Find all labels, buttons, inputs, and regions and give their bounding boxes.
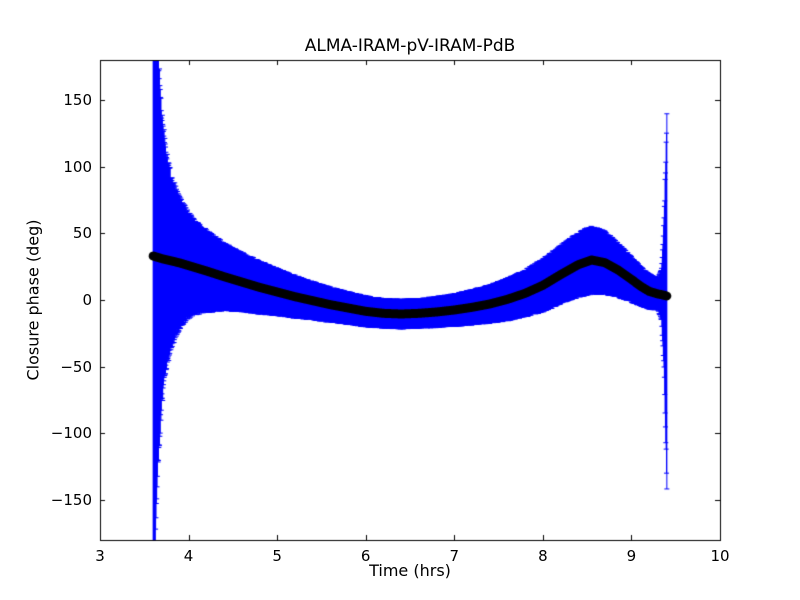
x-tick-label: 5 — [272, 547, 282, 565]
x-tick-label: 10 — [710, 547, 730, 565]
y-tick-label: 50 — [72, 224, 92, 243]
y-axis-label: Closure phase (deg) — [23, 219, 43, 381]
x-tick-label: 8 — [538, 547, 548, 565]
y-tick-label: −100 — [50, 424, 92, 443]
x-tick-label: 6 — [360, 547, 371, 565]
y-tick-label: 150 — [63, 91, 92, 109]
x-tick-label: 7 — [449, 547, 460, 565]
y-tick-label: −50 — [60, 357, 92, 376]
x-axis-label: Time (hrs) — [369, 561, 451, 580]
x-tick-label: 9 — [626, 547, 637, 565]
y-tick-label: 100 — [63, 157, 92, 176]
y-tick-label: 0 — [82, 291, 92, 309]
x-tick-label: 4 — [183, 547, 194, 565]
y-tick-label: −150 — [50, 491, 92, 509]
x-tick-label: 3 — [95, 547, 105, 565]
chart-title: ALMA-IRAM-pV-IRAM-PdB — [304, 36, 516, 56]
